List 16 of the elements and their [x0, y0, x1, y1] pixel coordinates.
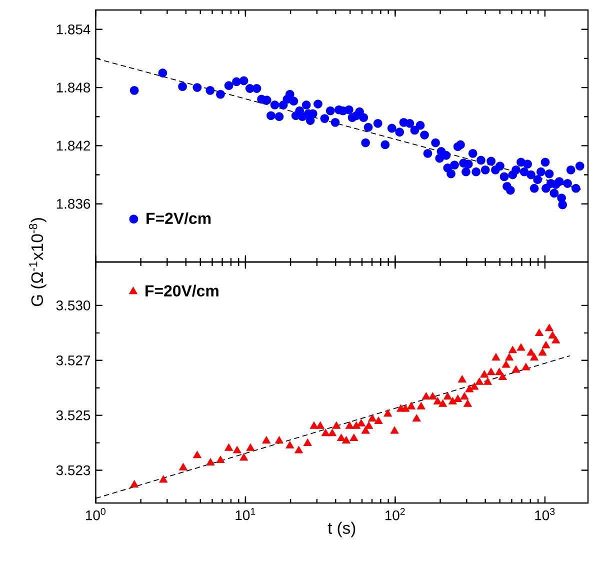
y-tick-label: 3.530 [56, 300, 90, 310]
x-tick-label: 10$^{2}$ [385, 508, 405, 520]
x-tick-label: 10$^{1}$ [236, 508, 256, 520]
legend-label: F=2V/cm [146, 212, 211, 224]
legend-label: F=20V/cm [146, 284, 218, 297]
x-axis-title: t (s) [328, 522, 356, 538]
y-tick-label: 3.523 [56, 465, 90, 476]
y-tick-label: 1.848 [56, 82, 90, 92]
y-tick-label: 3.527 [56, 355, 90, 366]
y-tick-label: 3.525 [56, 410, 90, 420]
y-tick-label: 1.854 [56, 24, 90, 34]
y-axis-title: G (Ω$^{-1}$x10$^{-8}$) [29, 218, 46, 306]
y-tick-label: 1.842 [56, 140, 90, 151]
x-tick-label: 10$^{3}$ [535, 508, 555, 520]
y-tick-label: 1.836 [56, 198, 90, 209]
x-tick-label: 10$^{0}$ [86, 508, 106, 520]
